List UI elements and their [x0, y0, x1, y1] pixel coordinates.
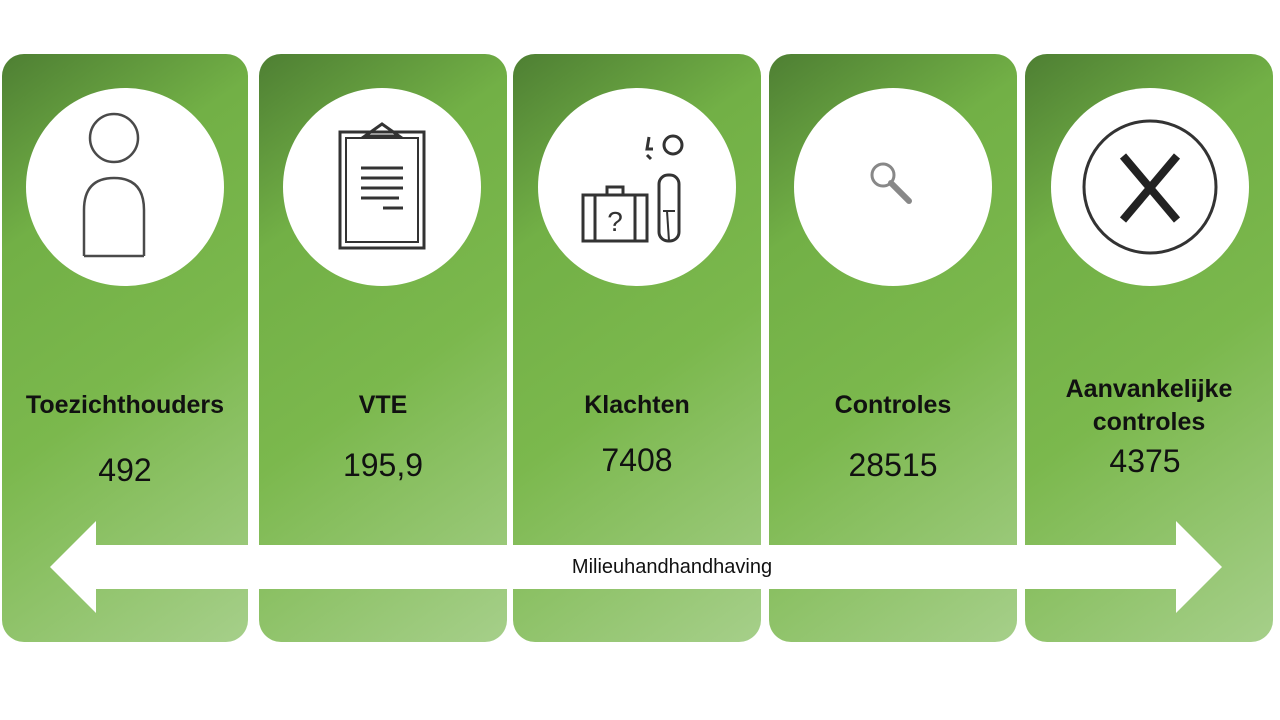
card-label: VTE [358, 391, 408, 419]
card-toezichthouders: Toezichthouders 492 [2, 54, 248, 642]
card-label-line1: Aanvankelijke [1065, 375, 1233, 403]
card-klachten: ? Klachten 7408 [513, 54, 761, 642]
person-icon [82, 112, 146, 258]
magnifier-icon [870, 162, 912, 204]
icon-circle [283, 88, 481, 286]
icon-circle [794, 88, 992, 286]
card-value: 28515 [848, 447, 938, 483]
card-value: 195,9 [342, 447, 424, 483]
card-label: Klachten [584, 391, 690, 419]
close-x-icon [1082, 119, 1218, 255]
card-aanvankelijke-controles: Aanvankelijke controles 4375 [1025, 54, 1273, 642]
card-controles: Controles 28515 [769, 54, 1017, 642]
svg-text:?: ? [607, 206, 623, 237]
clipboard-icon [338, 122, 426, 250]
complaint-luggage-icon: ? [581, 134, 684, 243]
card-value: 492 [98, 452, 152, 488]
card-value: 7408 [601, 442, 673, 478]
card-label: Controles [834, 391, 952, 419]
icon-circle: ? [538, 88, 736, 286]
icon-circle [26, 88, 224, 286]
card-value: 4375 [1109, 443, 1181, 479]
arrow-label: Milieuhandhandhaving [571, 556, 773, 578]
card-vte: VTE 195,9 [259, 54, 507, 642]
icon-circle [1051, 88, 1249, 286]
card-label-line2: controles [1092, 408, 1206, 436]
card-label: Toezichthouders [25, 391, 225, 419]
